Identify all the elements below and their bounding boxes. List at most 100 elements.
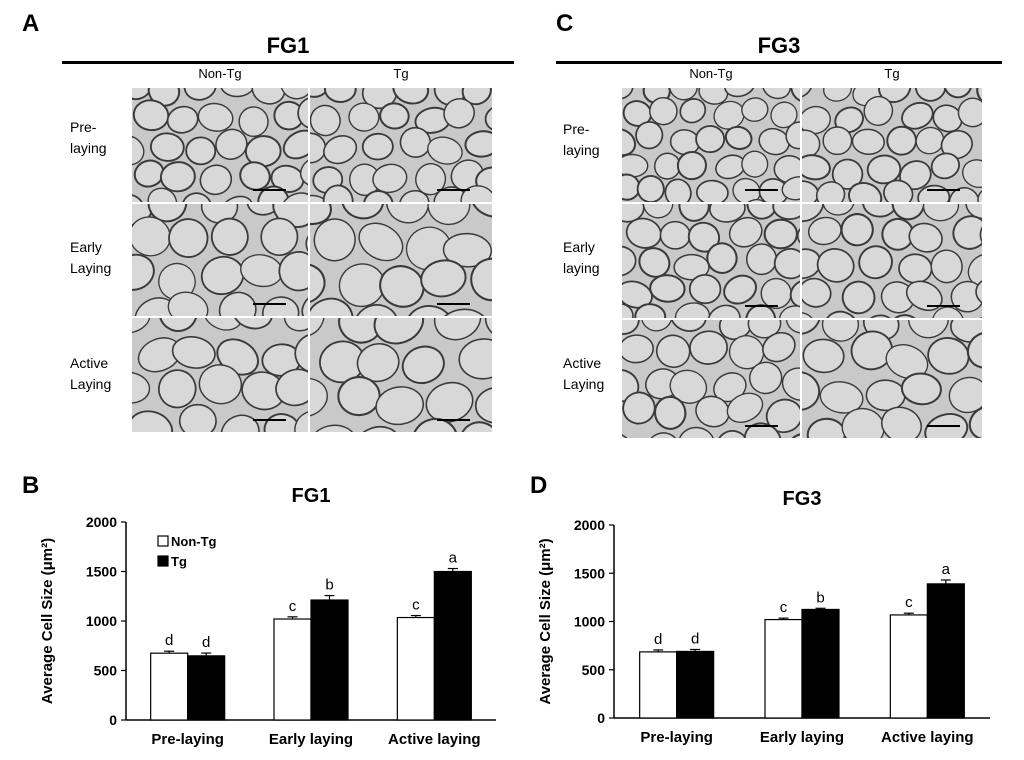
significance-label: a <box>942 561 951 578</box>
adipocyte <box>655 334 691 368</box>
adipocyte <box>824 310 859 318</box>
adipocyte <box>952 215 982 250</box>
adipocyte <box>297 96 308 130</box>
adipocyte <box>747 320 782 339</box>
adipocyte <box>670 320 708 332</box>
y-tick-label: 1000 <box>574 614 605 630</box>
adipocyte <box>147 187 178 202</box>
panel-a-micrograph-active-nontg <box>132 318 308 432</box>
adipocyte <box>851 128 885 156</box>
adipocyte <box>469 204 492 218</box>
y-tick-label: 1500 <box>86 564 117 580</box>
adipocyte <box>802 105 831 135</box>
adipocyte <box>147 204 188 223</box>
significance-label: c <box>412 597 420 614</box>
adipocyte <box>132 134 145 166</box>
significance-label: a <box>449 550 458 567</box>
adipocyte <box>251 88 286 105</box>
adipocyte <box>975 277 982 308</box>
adipocyte <box>689 330 728 365</box>
y-axis-label: Average Cell Size (μm²) <box>537 538 554 704</box>
adipocyte <box>966 331 982 369</box>
chart-title: FG1 <box>292 485 331 507</box>
significance-label: b <box>325 577 333 594</box>
adipocyte <box>405 305 454 316</box>
adipocyte <box>695 125 726 154</box>
adipocyte <box>420 259 467 298</box>
adipocyte <box>199 164 233 196</box>
adipocyte <box>908 222 943 253</box>
adipocyte <box>927 337 970 375</box>
adipocyte <box>438 308 488 316</box>
adipocyte <box>881 406 922 438</box>
adipocyte <box>132 216 171 257</box>
x-tick-label: Early laying <box>760 729 844 746</box>
adipocyte <box>819 381 864 414</box>
adipocyte <box>310 318 325 338</box>
adipocyte <box>823 88 852 102</box>
adipocyte <box>695 179 729 202</box>
adipocyte <box>622 128 637 157</box>
adipocyte <box>802 320 821 335</box>
adipocyte <box>313 218 356 262</box>
adipocyte <box>848 181 883 202</box>
adipocyte <box>166 105 199 134</box>
bar-non-tg <box>764 618 803 719</box>
y-tick-label: 1000 <box>86 613 117 629</box>
adipocyte <box>967 253 982 288</box>
panel-a-micrograph-active-tg <box>310 318 492 432</box>
adipocyte <box>427 204 471 226</box>
adipocyte <box>183 88 217 101</box>
adipocyte <box>930 152 960 180</box>
adipocyte <box>310 262 326 305</box>
adipocyte <box>802 154 831 181</box>
adipocyte <box>461 88 492 106</box>
adipocyte <box>636 175 665 202</box>
adipocyte <box>635 121 664 150</box>
adipocyte <box>883 179 914 202</box>
y-axis-label: Average Cell Size (μm²) <box>39 538 56 704</box>
adipocyte <box>789 279 800 309</box>
adipocyte <box>310 194 332 202</box>
adipocyte <box>815 181 846 202</box>
adipocyte <box>442 232 492 268</box>
adipocyte <box>158 318 198 333</box>
adipocyte <box>746 204 778 220</box>
adipocyte <box>185 136 217 166</box>
adipocyte <box>474 386 492 424</box>
panel-a-row-label-active: Active Laying <box>70 355 112 392</box>
adipocyte <box>741 150 769 178</box>
panel-a-micrograph-early-tg <box>310 204 492 316</box>
adipocyte <box>443 97 475 129</box>
adipocyte <box>484 104 492 133</box>
adipocyte <box>622 334 654 364</box>
adipocyte <box>281 192 308 202</box>
x-tick-label: Pre-laying <box>151 731 224 748</box>
adipocyte <box>915 126 945 155</box>
y-tick-label: 1500 <box>574 565 605 581</box>
adipocyte <box>907 320 949 339</box>
adipocyte <box>638 247 671 278</box>
adipocyte <box>664 178 692 202</box>
adipocyte <box>323 88 357 104</box>
adipocyte <box>802 204 825 222</box>
adipocyte <box>676 150 707 181</box>
adipocyte <box>232 318 274 330</box>
significance-label: d <box>691 630 699 647</box>
panel-c-rule <box>556 61 1002 64</box>
adipocyte <box>863 95 894 127</box>
adipocyte <box>171 336 216 369</box>
adipocyte <box>132 193 145 202</box>
adipocyte <box>278 251 308 292</box>
adipocyte <box>841 280 876 315</box>
significance-label: d <box>654 631 662 648</box>
adipocyte <box>742 198 771 202</box>
adipocyte <box>622 302 634 318</box>
adipocyte <box>372 163 408 194</box>
adipocyte <box>322 184 354 202</box>
panel-letter-a: A <box>22 10 40 37</box>
significance-label: c <box>905 594 913 611</box>
adipocyte <box>361 132 394 161</box>
adipocyte <box>889 314 923 318</box>
adipocyte <box>640 320 673 332</box>
